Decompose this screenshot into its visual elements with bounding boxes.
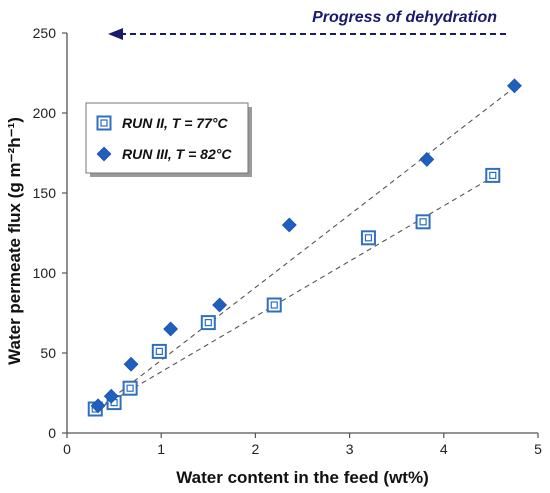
x-tick-label: 2 — [252, 441, 260, 457]
data-point-series-2 — [123, 356, 139, 372]
legend-box — [85, 102, 249, 174]
trendline-series-2 — [97, 86, 515, 410]
data-point-series-1 — [485, 167, 501, 183]
data-point-series-1 — [122, 380, 138, 396]
data-points — [87, 78, 522, 417]
marker-inner — [126, 384, 134, 392]
annotation: Progress of dehydration — [108, 9, 506, 40]
legend-marker-2 — [96, 146, 112, 162]
data-point-series-1 — [360, 230, 376, 246]
y-tick-label: 250 — [33, 25, 57, 41]
x-tick-label: 0 — [63, 441, 71, 457]
y-tick-label: 150 — [33, 185, 57, 201]
data-point-series-2 — [163, 321, 179, 337]
legend-label-2: RUN III, T = 82°C — [122, 146, 232, 162]
x-axis-title: Water content in the feed (wt%) — [176, 468, 429, 487]
marker-inner — [155, 347, 163, 355]
marker-inner — [100, 119, 108, 127]
data-point-series-1 — [415, 214, 431, 230]
x-tick-label: 5 — [534, 441, 542, 457]
y-tick-label: 100 — [33, 265, 57, 281]
y-axis-title: Water permeate flux (g m⁻²h⁻¹) — [5, 117, 24, 365]
data-point-series-2 — [90, 398, 106, 414]
annotation-text: Progress of dehydration — [312, 9, 497, 26]
data-point-series-2 — [103, 388, 119, 404]
marker-inner — [204, 319, 212, 327]
marker-inner — [270, 301, 278, 309]
annotation-arrowhead — [108, 28, 123, 40]
data-point-series-1 — [266, 297, 282, 313]
data-point-series-1 — [200, 315, 216, 331]
data-point-series-2 — [507, 78, 522, 94]
trendlines — [94, 86, 515, 412]
y-tick-label: 200 — [33, 105, 57, 121]
y-tick-label: 0 — [48, 425, 56, 441]
trendline-series-1 — [94, 176, 494, 412]
y-tick-label: 50 — [40, 345, 56, 361]
data-point-series-2 — [212, 297, 228, 313]
x-tick-label: 3 — [346, 441, 354, 457]
x-tick-label: 4 — [440, 441, 448, 457]
legend: RUN II, T = 77°C RUN III, T = 82°C — [85, 102, 252, 177]
x-tick-label: 1 — [157, 441, 165, 457]
data-point-series-2 — [281, 217, 297, 233]
marker-inner — [364, 234, 373, 242]
marker-inner — [489, 171, 497, 179]
legend-marker-1 — [96, 115, 112, 131]
data-point-series-2 — [419, 151, 435, 167]
marker-inner — [419, 218, 427, 226]
data-point-series-1 — [151, 343, 167, 359]
legend-label-1: RUN II, T = 77°C — [122, 115, 228, 131]
